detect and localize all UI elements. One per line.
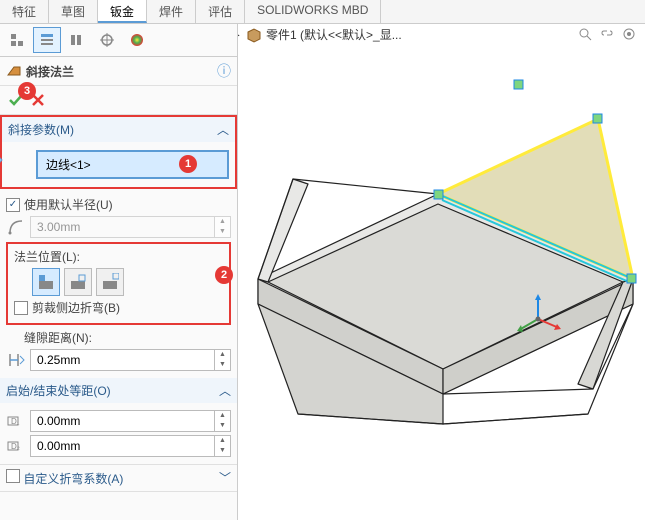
spin-up: ▲ <box>215 217 230 227</box>
gap-icon <box>6 350 26 370</box>
miter-flange-icon <box>6 63 22 79</box>
end-offset-input[interactable] <box>31 436 214 456</box>
viewport-icons <box>575 24 639 44</box>
spin-down: ▼ <box>215 227 230 237</box>
tab-feature[interactable]: 特征 <box>0 0 49 23</box>
top-tabs: 特征 草图 钣金 焊件 评估 SOLIDWORKS MBD <box>0 0 645 24</box>
end-offset-icon: D₂ <box>6 436 26 456</box>
expand-icon: ﹀ <box>219 469 231 487</box>
part-name: 零件1 (默认<<默认>_显... <box>266 26 402 43</box>
start-offset-input[interactable] <box>31 411 214 431</box>
gap-spinner[interactable]: ▲▼ <box>30 349 231 371</box>
part-name-bar[interactable]: 零件1 (默认<<默认>_显... <box>244 24 404 45</box>
flange-pos-material-outside[interactable] <box>64 268 92 296</box>
appearance-icon[interactable] <box>123 27 151 53</box>
custom-bend-checkbox[interactable] <box>6 469 20 483</box>
link-icon[interactable] <box>597 24 617 44</box>
viewport[interactable]: ▶ 零件1 (默认<<默认>_显... <box>238 24 645 520</box>
custom-bend-header[interactable]: 自定义折弯系数(A) ﹀ <box>0 465 237 491</box>
gap-label: 缝隙距离(N): <box>24 329 231 346</box>
radius-input <box>31 217 214 237</box>
collapse-icon: ︿ <box>217 121 229 138</box>
svg-text:D₁: D₁ <box>11 417 20 426</box>
spin-up[interactable]: ▲ <box>215 350 230 360</box>
end-offset-spinner[interactable]: ▲▼ <box>30 435 231 457</box>
gap-input[interactable] <box>31 350 214 370</box>
edge-select-icon[interactable] <box>0 152 4 177</box>
radius-spinner: ▲▼ <box>30 216 231 238</box>
tree-expand[interactable]: ▶ <box>238 30 240 41</box>
custom-bend-label: 自定义折弯系数(A) <box>23 472 123 486</box>
feature-header: 斜接法兰 ⓘ <box>0 57 237 86</box>
property-icon[interactable] <box>33 27 61 53</box>
start-offset-spinner[interactable]: ▲▼ <box>30 410 231 432</box>
property-panel: 斜接法兰 ⓘ 3 斜接参数(M) ︿ 边线<1> <box>0 24 238 520</box>
use-default-radius-label: 使用默认半径(U) <box>24 196 113 213</box>
settings-icon[interactable] <box>619 24 639 44</box>
part-icon <box>246 27 262 43</box>
spin-down[interactable]: ▼ <box>215 446 230 456</box>
search-icon[interactable] <box>575 24 595 44</box>
help-button[interactable]: ⓘ <box>217 61 231 81</box>
collapse-icon: ︿ <box>219 382 231 399</box>
annotation-3: 3 <box>18 82 36 100</box>
edge-selection-list[interactable]: 边线<1> 1 <box>36 150 229 179</box>
flange-pos-bend-outside[interactable] <box>96 268 124 296</box>
flange-pos-material-inside[interactable] <box>32 268 60 296</box>
start-offset-icon: D₁ <box>6 411 26 431</box>
spin-down[interactable]: ▼ <box>215 421 230 431</box>
annotation-1: 1 <box>179 155 197 173</box>
config-icon[interactable] <box>63 27 91 53</box>
model-view <box>238 54 645 520</box>
use-default-radius-checkbox[interactable]: ✓ <box>6 198 20 212</box>
miter-params-section: 斜接参数(M) ︿ 边线<1> 1 <box>0 115 237 189</box>
tab-mbd[interactable]: SOLIDWORKS MBD <box>245 0 381 23</box>
radius-icon <box>6 217 26 237</box>
feature-title: 斜接法兰 <box>26 63 74 80</box>
flange-pos-label: 法兰位置(L): <box>14 248 223 265</box>
miter-params-header[interactable]: 斜接参数(M) ︿ <box>2 117 235 142</box>
spin-down[interactable]: ▼ <box>215 360 230 370</box>
dimxpert-icon[interactable] <box>93 27 121 53</box>
selected-edge: 边线<1> <box>46 156 91 173</box>
tab-sketch[interactable]: 草图 <box>49 0 98 23</box>
tab-sheetmetal[interactable]: 钣金 <box>98 0 147 23</box>
offset-header[interactable]: 启始/结束处等距(O) ︿ <box>0 378 237 403</box>
annotation-2: 2 <box>215 266 233 284</box>
tab-evaluate[interactable]: 评估 <box>196 0 245 23</box>
spin-up[interactable]: ▲ <box>215 411 230 421</box>
spin-up[interactable]: ▲ <box>215 436 230 446</box>
trim-bend-label: 剪裁侧边折弯(B) <box>32 299 120 316</box>
tree-icon[interactable] <box>3 27 31 53</box>
tab-weldment[interactable]: 焊件 <box>147 0 196 23</box>
triad-icon <box>513 294 563 344</box>
svg-text:D₂: D₂ <box>11 442 20 451</box>
panel-tabs <box>0 24 237 57</box>
trim-bend-checkbox[interactable] <box>14 301 28 315</box>
section-title: 斜接参数(M) <box>8 121 74 138</box>
confirm-row: 3 <box>0 86 237 115</box>
offset-title: 启始/结束处等距(O) <box>6 382 111 399</box>
